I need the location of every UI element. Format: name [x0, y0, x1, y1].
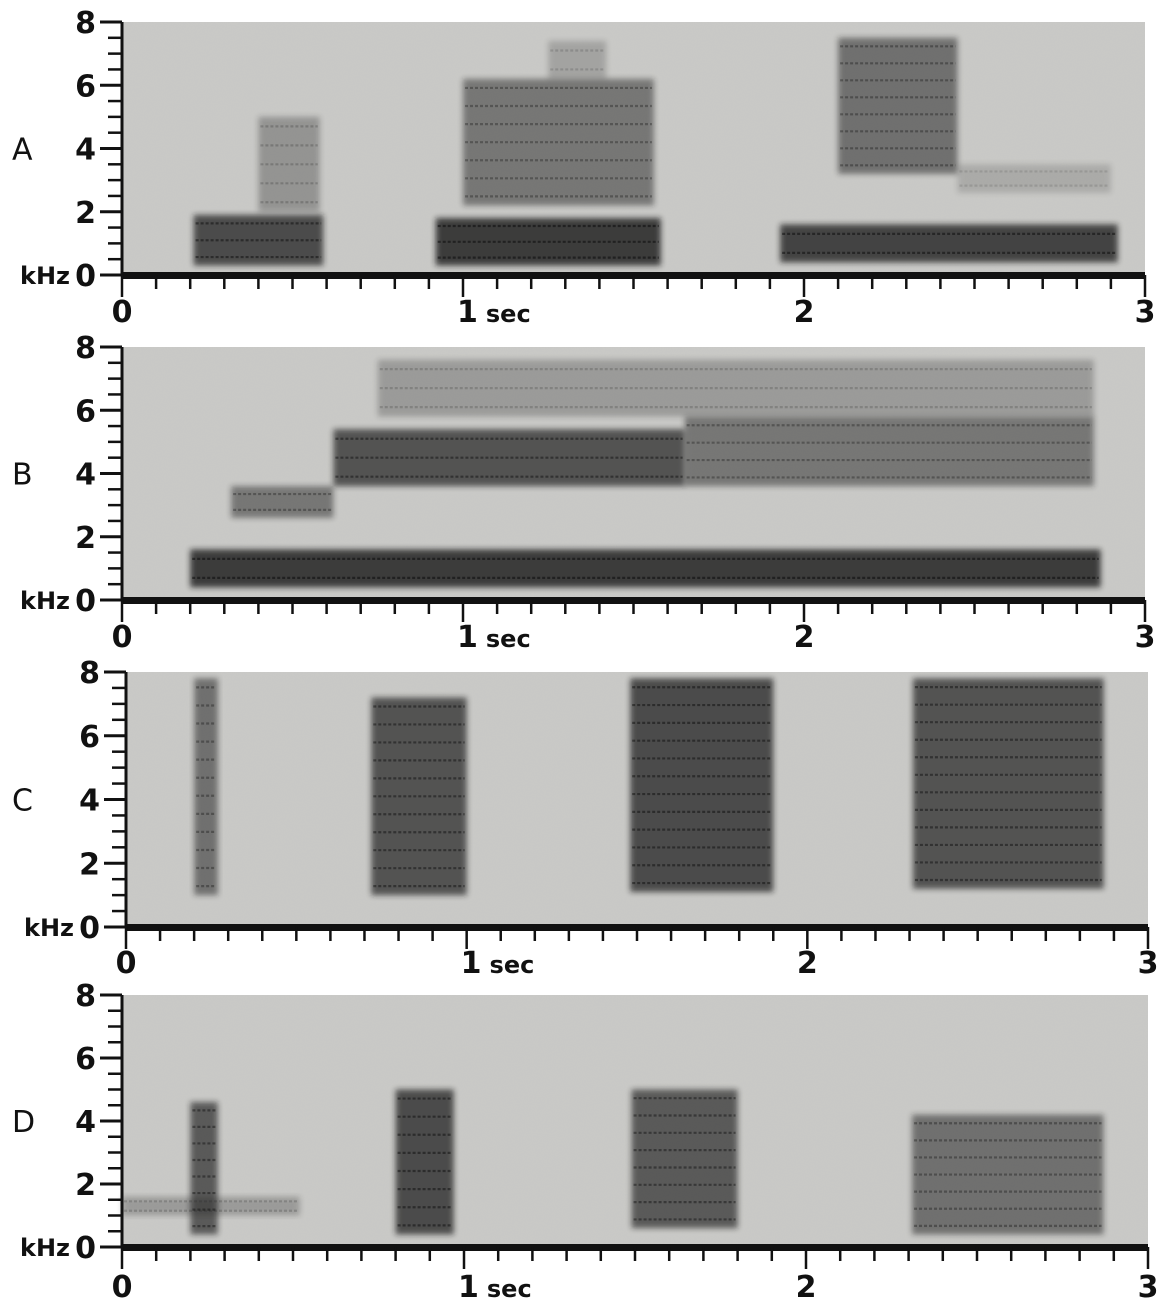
- syllable-energy: [333, 429, 685, 487]
- x-tick-label: 0: [112, 620, 133, 655]
- syllable-4: [684, 416, 1094, 487]
- syllable-energy: [190, 549, 1101, 588]
- syllable-2: [231, 486, 334, 518]
- syllable-5: [548, 40, 607, 79]
- y-tick-label: 6: [75, 69, 96, 104]
- syllable-energy: [912, 678, 1104, 889]
- syllable-energy: [838, 37, 958, 174]
- syllable-7: [838, 37, 958, 174]
- y-tick-label: 4: [75, 133, 96, 168]
- syllable-energy: [377, 359, 1094, 417]
- syllable-8: [957, 164, 1111, 193]
- y-unit-label: kHz: [20, 587, 70, 615]
- syllable-energy: [190, 1102, 218, 1235]
- y-tick-label: 2: [75, 1168, 96, 1203]
- y-tick-label: 4: [75, 458, 96, 493]
- syllable-3: [395, 1089, 454, 1235]
- y-tick-label: 2: [79, 847, 100, 882]
- x-tick-label: 3: [1138, 1270, 1159, 1305]
- syllable-energy: [684, 416, 1094, 487]
- y-tick-label: 8: [75, 979, 96, 1014]
- y-tick-label: 8: [75, 331, 96, 366]
- y-tick-label: 6: [75, 1042, 96, 1077]
- y-tick-label: 2: [75, 196, 96, 231]
- x-tick-label: 2: [794, 295, 815, 330]
- y-tick-label: 8: [75, 6, 96, 41]
- spectrogram-panel-a: 0 2 4 6 8 kHz A 0 1 sec 2 3: [12, 6, 1155, 330]
- y-unit-label: kHz: [20, 1234, 70, 1262]
- syllable-3: [333, 429, 685, 487]
- syllable-3: [630, 678, 774, 892]
- x-tick-label: 3: [1135, 620, 1156, 655]
- syllable-6: [780, 224, 1118, 263]
- y-tick-label: 6: [79, 720, 100, 755]
- syllable-2: [190, 1102, 218, 1235]
- panel-label: A: [12, 133, 33, 168]
- x-tick-label: 3: [1138, 946, 1159, 981]
- syllable-5: [377, 359, 1094, 417]
- spectrogram-panel-d: 0 2 4 6 8 kHz D 0 1 sec 2 3: [12, 979, 1158, 1305]
- y-tick-label: 0: [75, 1231, 96, 1266]
- y-tick-label: 4: [75, 1105, 96, 1140]
- y-tick-label: 4: [79, 784, 100, 819]
- syllable-energy: [194, 678, 218, 896]
- syllable-energy: [631, 1089, 738, 1229]
- syllable-5: [912, 1114, 1104, 1235]
- syllable-energy: [548, 40, 607, 79]
- y-tick-label: 0: [79, 911, 100, 946]
- x-tick-label: 2: [796, 1270, 817, 1305]
- spectrogram-panel-b: 0 2 4 6 8 kHz B 0 1 sec 2 3: [12, 331, 1155, 655]
- x-tick-label: 2: [794, 620, 815, 655]
- syllable-energy: [193, 214, 324, 266]
- x-tick-label: 1 sec: [458, 1270, 532, 1305]
- y-unit-label: kHz: [20, 262, 70, 290]
- syllable-energy: [258, 116, 320, 212]
- syllable-energy: [231, 486, 334, 518]
- panel-label: D: [12, 1105, 35, 1140]
- syllable-energy: [463, 78, 654, 206]
- syllable-energy: [912, 1114, 1104, 1235]
- y-tick-label: 2: [75, 521, 96, 556]
- y-unit-label: kHz: [24, 914, 74, 942]
- y-tick-label: 0: [75, 259, 96, 294]
- x-tick-label: 0: [116, 946, 137, 981]
- panel-label: B: [12, 458, 33, 493]
- syllable-1: [193, 214, 324, 266]
- x-tick-label: 3: [1135, 295, 1156, 330]
- syllable-2: [371, 697, 467, 896]
- syllable-energy: [371, 697, 467, 896]
- x-tick-label: 2: [797, 946, 818, 981]
- syllable-4: [631, 1089, 738, 1229]
- y-tick-label: 6: [75, 394, 96, 429]
- syllable-4: [463, 78, 654, 206]
- x-tick-label: 0: [112, 295, 133, 330]
- x-tick-label: 1 sec: [457, 620, 531, 655]
- syllable-1: [190, 549, 1101, 588]
- y-tick-label: 8: [79, 656, 100, 691]
- syllable-4: [912, 678, 1104, 889]
- x-tick-label: 1 sec: [461, 946, 535, 981]
- syllable-energy: [630, 678, 774, 892]
- syllable-1: [194, 678, 218, 896]
- syllable-energy: [957, 164, 1111, 193]
- x-tick-label: 0: [112, 1270, 133, 1305]
- y-tick-label: 0: [75, 584, 96, 619]
- panel-label: C: [12, 784, 33, 819]
- syllable-2: [258, 116, 320, 212]
- x-tick-label: 1 sec: [457, 295, 531, 330]
- syllable-3: [435, 218, 661, 266]
- syllable-energy: [780, 224, 1118, 263]
- syllable-energy: [395, 1089, 454, 1235]
- spectrogram-panel-c: 0 2 4 6 8 kHz C 0 1 sec 2 3: [12, 656, 1158, 981]
